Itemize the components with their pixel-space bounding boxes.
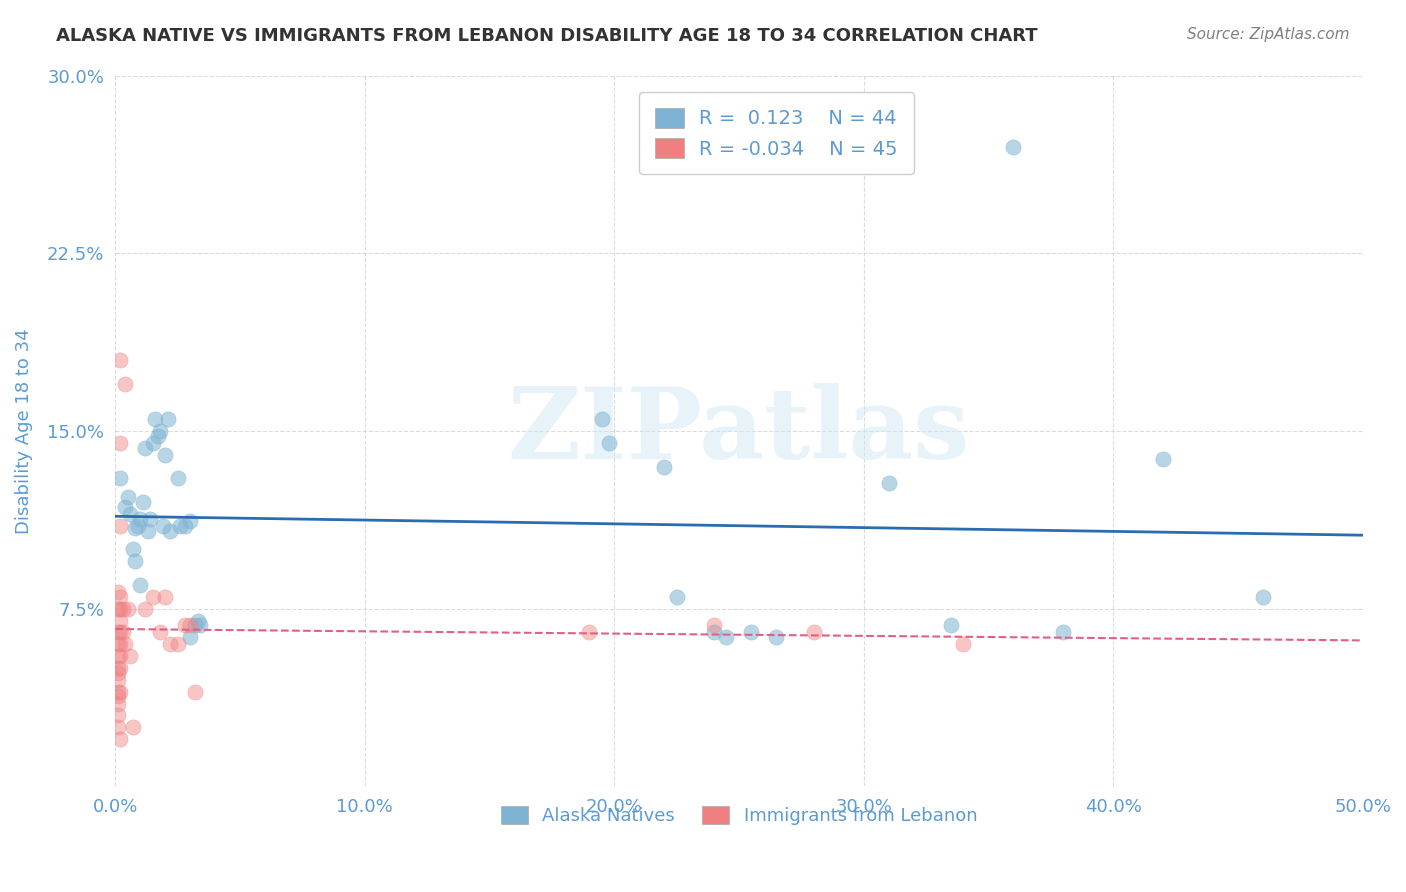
Point [110, 435, 132, 450]
Point [117, 491, 139, 505]
Point [114, 637, 136, 651]
Point [159, 637, 181, 651]
Point [952, 637, 974, 651]
Point [149, 625, 172, 640]
Point [159, 524, 181, 538]
Point [111, 625, 134, 640]
Point [110, 590, 132, 604]
Point [184, 684, 207, 698]
Point [179, 514, 201, 528]
Point [665, 590, 688, 604]
Point [169, 518, 191, 533]
Point [166, 637, 188, 651]
Point [174, 618, 197, 632]
Point [155, 590, 177, 604]
Point [156, 412, 179, 426]
Point [110, 601, 132, 615]
Point [184, 618, 207, 632]
Point [1251, 590, 1274, 604]
Point [149, 424, 172, 438]
Point [134, 601, 156, 615]
Point [111, 601, 134, 615]
Point [1002, 139, 1025, 153]
Point [146, 428, 169, 442]
Point [124, 521, 146, 535]
Point [121, 542, 143, 557]
Point [143, 412, 166, 426]
Point [107, 649, 129, 664]
Point [152, 518, 174, 533]
Point [765, 630, 787, 644]
Point [740, 625, 762, 640]
Point [124, 554, 146, 568]
Point [107, 708, 129, 723]
Point [107, 673, 129, 687]
Point [598, 435, 620, 450]
Point [179, 630, 201, 644]
Point [652, 459, 675, 474]
Point [110, 625, 132, 640]
Point [1152, 452, 1174, 467]
Point [110, 684, 132, 698]
Point [1052, 625, 1074, 640]
Point [114, 376, 136, 391]
Text: ALASKA NATIVE VS IMMIGRANTS FROM LEBANON DISABILITY AGE 18 TO 34 CORRELATION CHA: ALASKA NATIVE VS IMMIGRANTS FROM LEBANON… [56, 27, 1038, 45]
Point [139, 511, 162, 525]
Point [110, 614, 132, 628]
Point [142, 590, 165, 604]
Point [877, 476, 900, 491]
Legend: Alaska Natives, Immigrants from Lebanon: Alaska Natives, Immigrants from Lebanon [492, 797, 986, 834]
Point [591, 412, 613, 426]
Point [142, 435, 165, 450]
Point [578, 625, 600, 640]
Point [107, 601, 129, 615]
Point [166, 471, 188, 485]
Point [136, 524, 159, 538]
Point [127, 518, 149, 533]
Point [107, 690, 129, 704]
Point [110, 471, 132, 485]
Point [110, 518, 132, 533]
Y-axis label: Disability Age 18 to 34: Disability Age 18 to 34 [15, 328, 32, 533]
Point [179, 618, 201, 632]
Point [107, 637, 129, 651]
Point [120, 507, 142, 521]
Point [110, 649, 132, 664]
Point [703, 618, 725, 632]
Point [132, 495, 155, 509]
Point [107, 697, 129, 711]
Point [803, 625, 825, 640]
Point [129, 511, 152, 525]
Point [716, 630, 738, 644]
Point [174, 518, 197, 533]
Point [117, 601, 139, 615]
Point [107, 661, 129, 675]
Point [107, 684, 129, 698]
Text: ZIPatlas: ZIPatlas [508, 383, 970, 480]
Point [107, 665, 129, 680]
Point [110, 661, 132, 675]
Point [107, 625, 129, 640]
Point [110, 732, 132, 747]
Point [134, 441, 156, 455]
Point [120, 649, 142, 664]
Point [187, 614, 209, 628]
Text: Source: ZipAtlas.com: Source: ZipAtlas.com [1187, 27, 1350, 42]
Point [188, 618, 211, 632]
Point [703, 625, 725, 640]
Point [129, 578, 152, 592]
Point [110, 352, 132, 367]
Point [939, 618, 962, 632]
Point [107, 720, 129, 734]
Point [155, 448, 177, 462]
Point [110, 637, 132, 651]
Point [107, 585, 129, 599]
Point [114, 500, 136, 514]
Point [121, 720, 143, 734]
